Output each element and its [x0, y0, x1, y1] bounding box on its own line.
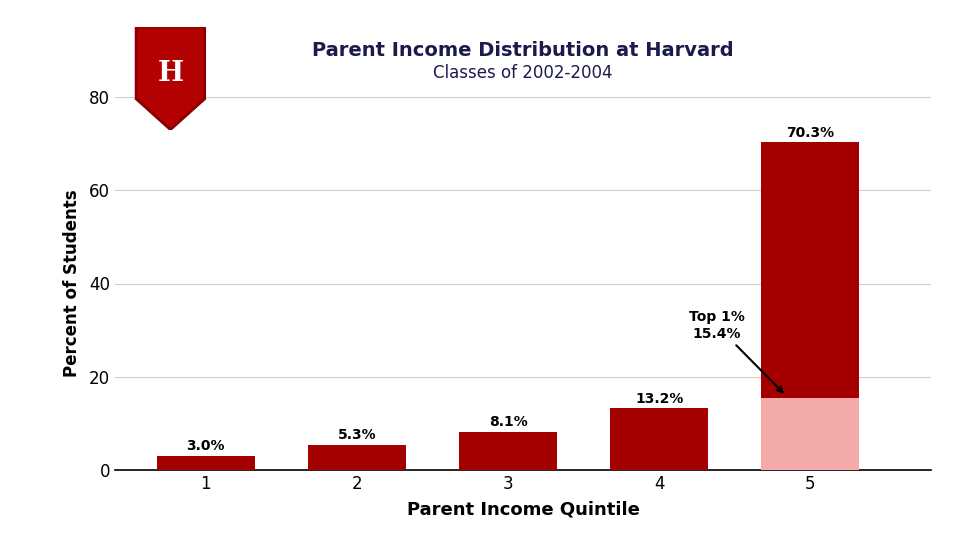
Bar — [611, 408, 708, 470]
Text: Top 1%
15.4%: Top 1% 15.4% — [688, 310, 782, 392]
Text: H: H — [157, 60, 183, 86]
Text: 70.3%: 70.3% — [786, 126, 834, 139]
Text: 8.1%: 8.1% — [489, 415, 527, 429]
Bar — [308, 445, 406, 470]
Bar — [156, 456, 255, 470]
Text: Parent Income Distribution at Harvard: Parent Income Distribution at Harvard — [312, 41, 734, 60]
Polygon shape — [136, 27, 204, 130]
Text: 5.3%: 5.3% — [338, 428, 376, 442]
Y-axis label: Percent of Students: Percent of Students — [63, 190, 81, 377]
Bar — [761, 143, 859, 398]
Bar — [459, 432, 557, 470]
Text: 13.2%: 13.2% — [635, 392, 684, 406]
X-axis label: Parent Income Quintile: Parent Income Quintile — [407, 501, 639, 519]
Bar — [761, 398, 859, 470]
Text: 3.0%: 3.0% — [186, 439, 225, 453]
Text: Classes of 2002-2004: Classes of 2002-2004 — [434, 64, 612, 82]
